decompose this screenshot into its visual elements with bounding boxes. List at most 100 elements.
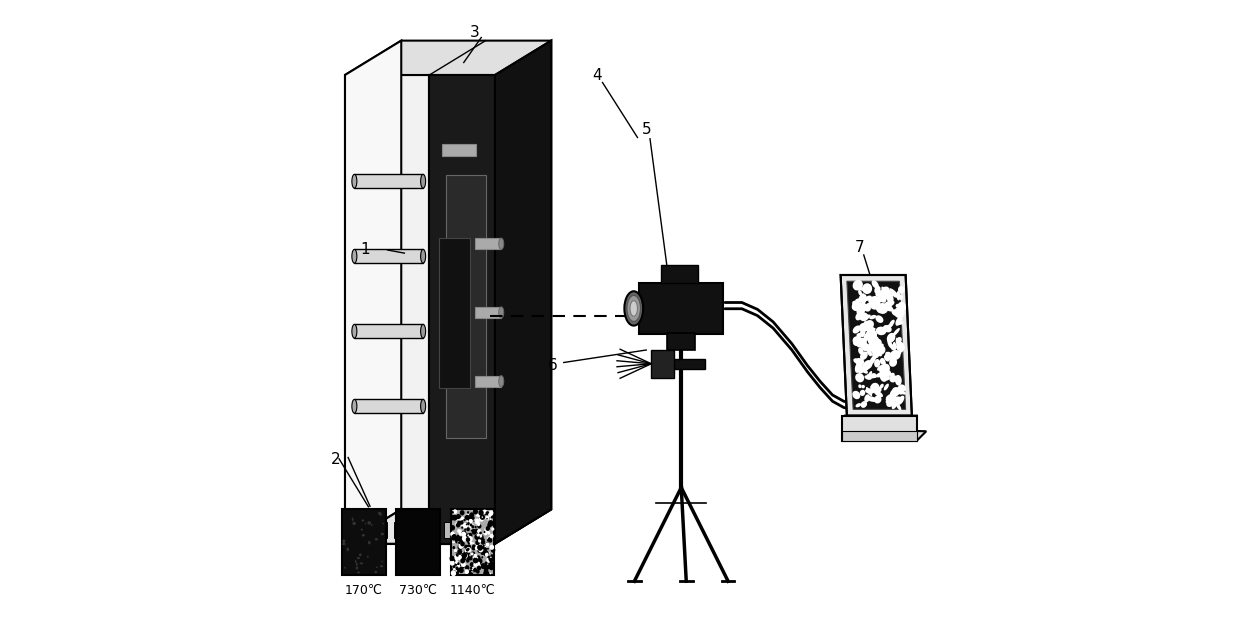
Ellipse shape — [456, 564, 460, 569]
Ellipse shape — [465, 549, 469, 554]
Ellipse shape — [420, 324, 425, 338]
Ellipse shape — [486, 526, 490, 531]
Ellipse shape — [884, 301, 894, 308]
Ellipse shape — [458, 541, 460, 543]
Ellipse shape — [453, 559, 455, 562]
Ellipse shape — [470, 541, 472, 544]
Ellipse shape — [859, 305, 866, 315]
Ellipse shape — [883, 286, 889, 292]
Ellipse shape — [858, 290, 862, 296]
Ellipse shape — [856, 312, 862, 321]
Ellipse shape — [461, 552, 467, 558]
Ellipse shape — [481, 563, 486, 569]
Ellipse shape — [470, 514, 472, 518]
Ellipse shape — [856, 373, 864, 382]
Ellipse shape — [455, 560, 459, 564]
Ellipse shape — [864, 375, 872, 380]
Ellipse shape — [887, 294, 894, 302]
Ellipse shape — [477, 539, 481, 542]
Ellipse shape — [467, 547, 471, 550]
Ellipse shape — [453, 541, 454, 543]
Ellipse shape — [481, 516, 484, 518]
Ellipse shape — [879, 384, 884, 389]
Ellipse shape — [864, 332, 869, 341]
Ellipse shape — [472, 544, 476, 549]
Ellipse shape — [489, 556, 494, 562]
Text: 2: 2 — [331, 452, 341, 467]
Ellipse shape — [479, 510, 484, 516]
Ellipse shape — [475, 538, 476, 539]
Ellipse shape — [459, 555, 463, 559]
Ellipse shape — [878, 289, 888, 296]
Ellipse shape — [856, 358, 863, 367]
Ellipse shape — [853, 280, 863, 291]
Ellipse shape — [451, 534, 455, 539]
Ellipse shape — [460, 517, 464, 521]
Ellipse shape — [859, 312, 868, 321]
Ellipse shape — [898, 344, 901, 354]
Ellipse shape — [890, 344, 897, 350]
Polygon shape — [355, 174, 423, 188]
Ellipse shape — [474, 559, 476, 562]
Ellipse shape — [863, 304, 870, 312]
Ellipse shape — [889, 388, 898, 398]
Ellipse shape — [857, 339, 867, 348]
Ellipse shape — [893, 392, 899, 397]
Ellipse shape — [463, 547, 464, 548]
Ellipse shape — [475, 512, 477, 514]
Ellipse shape — [477, 512, 482, 517]
Ellipse shape — [898, 390, 906, 394]
Ellipse shape — [879, 295, 887, 303]
Ellipse shape — [490, 534, 494, 538]
Ellipse shape — [461, 536, 467, 541]
Ellipse shape — [858, 348, 864, 355]
Ellipse shape — [880, 368, 892, 376]
Ellipse shape — [862, 343, 869, 349]
Ellipse shape — [461, 531, 466, 536]
Ellipse shape — [490, 565, 492, 567]
Ellipse shape — [486, 511, 490, 516]
Ellipse shape — [474, 568, 477, 572]
Ellipse shape — [471, 551, 475, 556]
Ellipse shape — [884, 384, 889, 391]
Ellipse shape — [376, 567, 378, 568]
Ellipse shape — [862, 283, 872, 294]
Ellipse shape — [481, 551, 485, 555]
Ellipse shape — [487, 555, 490, 558]
Ellipse shape — [887, 333, 895, 342]
Ellipse shape — [866, 346, 872, 356]
Bar — [450, 509, 495, 575]
Polygon shape — [661, 265, 698, 282]
Ellipse shape — [463, 523, 467, 529]
Ellipse shape — [852, 302, 861, 311]
Ellipse shape — [485, 542, 490, 547]
Ellipse shape — [459, 568, 464, 573]
Ellipse shape — [474, 531, 477, 534]
Ellipse shape — [459, 554, 464, 560]
Ellipse shape — [459, 532, 461, 536]
Ellipse shape — [857, 307, 863, 316]
Ellipse shape — [875, 327, 887, 335]
Ellipse shape — [477, 562, 480, 565]
Ellipse shape — [874, 300, 880, 307]
Ellipse shape — [858, 342, 863, 346]
Bar — [842, 431, 916, 441]
Ellipse shape — [361, 529, 363, 531]
Polygon shape — [419, 522, 434, 538]
Ellipse shape — [899, 386, 903, 389]
Ellipse shape — [470, 516, 474, 520]
Ellipse shape — [356, 562, 357, 566]
Ellipse shape — [888, 339, 893, 348]
Text: 170℃: 170℃ — [345, 584, 383, 598]
Ellipse shape — [897, 342, 905, 351]
Ellipse shape — [476, 534, 480, 537]
Polygon shape — [345, 41, 402, 544]
Ellipse shape — [498, 307, 503, 318]
Ellipse shape — [489, 552, 490, 554]
Ellipse shape — [460, 564, 461, 566]
Ellipse shape — [481, 556, 484, 558]
Ellipse shape — [463, 566, 465, 569]
Ellipse shape — [889, 376, 899, 381]
Ellipse shape — [461, 556, 463, 557]
Ellipse shape — [489, 565, 494, 570]
